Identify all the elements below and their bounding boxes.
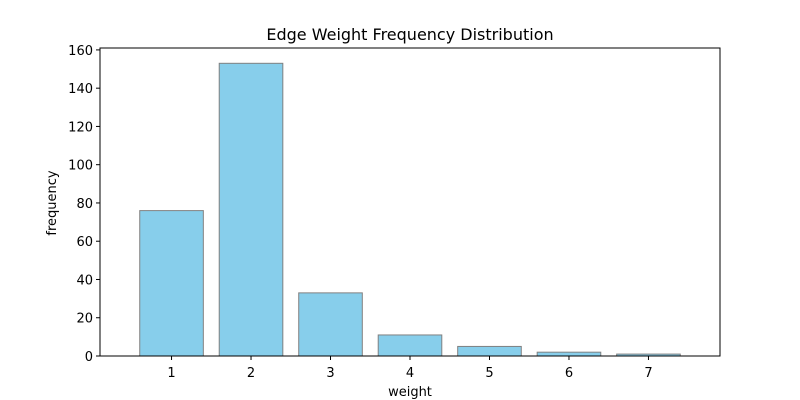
- x-axis-ticks: 1 2 3 4 5 6 7: [167, 356, 653, 381]
- y-tick-label: 80: [76, 197, 93, 212]
- bar-4: [377, 334, 443, 357]
- y-tick-label: 0: [85, 350, 93, 365]
- y-tick-label: 140: [68, 82, 93, 97]
- x-tick-label: 5: [485, 366, 493, 381]
- x-tick-label: 1: [167, 366, 175, 381]
- y-axis-ticks: 0 20 40 60 80 100 120 140 160: [68, 44, 100, 365]
- bars-group: [139, 62, 681, 357]
- y-tick-label: 120: [68, 120, 93, 135]
- x-tick-label: 7: [644, 366, 652, 381]
- y-tick-label: 100: [68, 159, 93, 174]
- x-tick-label: 3: [326, 366, 334, 381]
- bar-5: [457, 345, 522, 357]
- y-tick-label: 60: [76, 235, 93, 250]
- y-axis-label: frequency: [45, 170, 60, 236]
- bar-1: [139, 210, 204, 357]
- x-axis-label: weight: [388, 385, 432, 400]
- y-tick-label: 160: [68, 44, 93, 59]
- bar-2: [218, 62, 284, 357]
- y-tick-label: 20: [76, 312, 93, 327]
- x-tick-label: 6: [565, 366, 573, 381]
- chart-title: Edge Weight Frequency Distribution: [266, 25, 553, 44]
- x-tick-label: 4: [406, 366, 414, 381]
- bar-3: [298, 292, 363, 357]
- x-tick-label: 2: [247, 366, 255, 381]
- bar-6: [536, 351, 602, 357]
- y-tick-label: 40: [76, 273, 93, 288]
